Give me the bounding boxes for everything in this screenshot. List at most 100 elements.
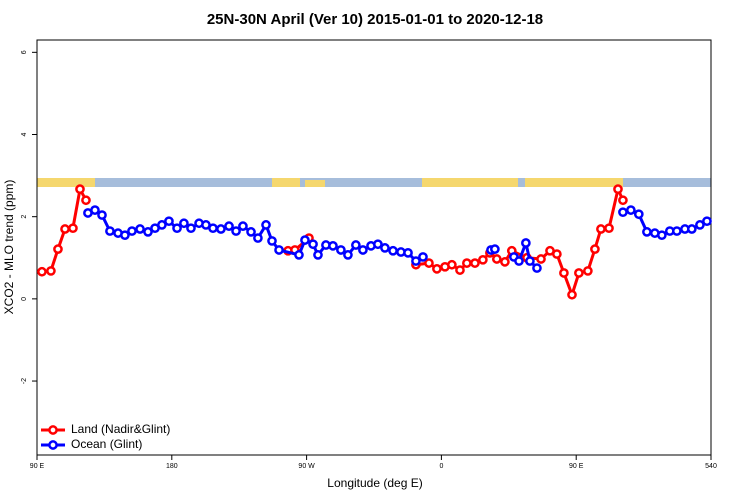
data-point: [343, 250, 353, 260]
data-point: [120, 230, 130, 241]
ocean-strip: [37, 178, 711, 187]
plot-frame: [36, 39, 712, 456]
chart-title: 25N-30N April (Ver 10) 2015-01-01 to 202…: [207, 11, 543, 28]
data-point: [97, 210, 107, 220]
legend-label: Land (Nadir&Glint): [71, 422, 170, 436]
data-point: [328, 241, 338, 251]
data-point: [208, 223, 218, 234]
data-point: [157, 220, 167, 230]
data-point: [231, 226, 241, 236]
data-point: [403, 247, 413, 258]
data-point: [60, 224, 70, 234]
data-point: [373, 239, 383, 250]
data-point: [274, 245, 284, 255]
data-point: [294, 250, 304, 260]
data-point: [672, 226, 682, 236]
data-point: [246, 227, 256, 237]
data-point: [618, 207, 628, 218]
y-tick-label: 0: [21, 297, 28, 301]
data-point: [478, 254, 488, 265]
data-point: [75, 184, 85, 195]
data-point: [358, 245, 368, 255]
data-point: [224, 221, 234, 231]
data-point: [559, 268, 569, 278]
x-tick-label: 540: [705, 463, 717, 470]
data-point: [455, 265, 465, 275]
data-point: [351, 240, 361, 250]
data-point: [521, 238, 531, 248]
data-point: [37, 266, 47, 277]
data-point: [308, 239, 318, 250]
data-point: [552, 249, 562, 259]
data-point: [81, 195, 91, 206]
data-point: [613, 184, 623, 195]
data-point: [618, 195, 628, 206]
x-tick-label: 90 E: [569, 463, 584, 470]
legend-marker: [48, 425, 58, 435]
x-tick-label: 90 E: [30, 463, 45, 470]
data-point: [695, 220, 705, 230]
land-strip: [525, 178, 623, 187]
data-point: [411, 256, 421, 266]
data-point: [53, 244, 63, 254]
y-tick-label: 2: [21, 215, 28, 219]
data-point: [336, 245, 346, 255]
data-point: [633, 209, 644, 220]
data-point: [525, 256, 535, 266]
data-point: [536, 254, 546, 264]
data-point: [583, 266, 593, 276]
data-point: [514, 256, 524, 266]
data-point: [432, 264, 442, 274]
land-strip: [37, 178, 95, 187]
data-point: [657, 230, 667, 241]
legend-label: Ocean (Glint): [71, 437, 142, 451]
data-point: [143, 227, 153, 237]
land-mask-strip: [37, 178, 711, 187]
data-point: [686, 224, 697, 234]
data-point: [90, 205, 100, 215]
land-strip: [272, 178, 300, 187]
data-point: [253, 233, 263, 243]
y-tick-label: 4: [21, 132, 28, 136]
data-point: [590, 244, 600, 254]
data-point: [596, 224, 606, 234]
data-point: [46, 266, 56, 276]
data-point: [490, 244, 500, 254]
data-point: [447, 259, 457, 270]
data-point: [164, 216, 174, 227]
y-tick-label: 6: [21, 50, 28, 54]
y-axis-label: XCO2 - MLO trend (ppm): [2, 180, 16, 315]
data-point: [567, 289, 577, 300]
x-tick-label: 180: [166, 463, 178, 470]
data-point: [68, 223, 78, 234]
data-point: [642, 227, 652, 237]
data-point: [179, 218, 189, 229]
data-point: [491, 254, 502, 264]
data-point: [470, 258, 480, 268]
data-point: [216, 224, 226, 234]
data-point: [604, 223, 614, 234]
x-tick-label: 90 W: [298, 463, 315, 470]
data-point: [127, 226, 137, 236]
data-point: [500, 257, 510, 267]
land-strip: [305, 180, 325, 187]
x-axis-label: Longitude (deg E): [327, 476, 422, 490]
y-tick-label: -2: [21, 378, 28, 384]
data-point: [532, 263, 542, 273]
data-point: [135, 224, 145, 234]
data-point: [388, 245, 398, 256]
data-point: [462, 258, 472, 268]
data-point: [313, 250, 323, 260]
legend-marker: [48, 440, 58, 450]
data-point: [626, 205, 636, 215]
data-point: [300, 235, 310, 245]
data-point: [186, 223, 196, 234]
x-tick-label: 0: [439, 463, 443, 470]
land-strip: [422, 178, 518, 187]
data-point: [380, 243, 390, 253]
data-point: [105, 226, 115, 236]
data-point: [574, 268, 584, 278]
data-point: [238, 221, 248, 231]
